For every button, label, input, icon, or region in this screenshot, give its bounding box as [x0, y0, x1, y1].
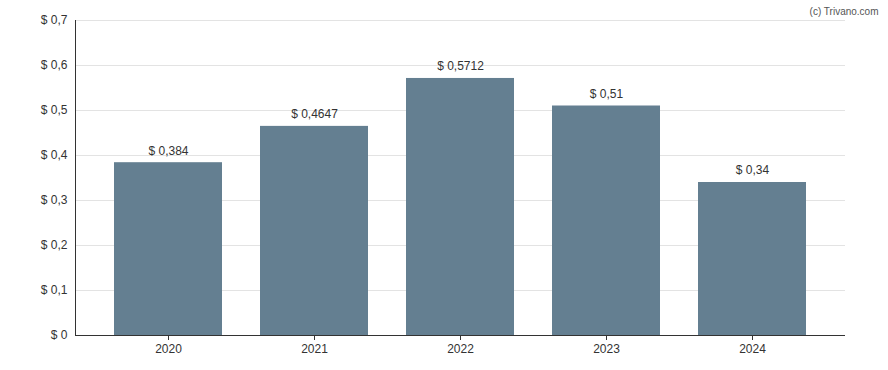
svg-text:2024: 2024	[739, 342, 766, 356]
svg-text:$ 0,5: $ 0,5	[41, 103, 68, 117]
svg-text:$ 0,1: $ 0,1	[41, 283, 68, 297]
svg-text:$ 0,34: $ 0,34	[736, 163, 770, 177]
svg-text:$ 0,4647: $ 0,4647	[291, 107, 338, 121]
svg-text:$ 0: $ 0	[51, 328, 68, 342]
svg-text:2023: 2023	[593, 342, 620, 356]
svg-text:2022: 2022	[447, 342, 474, 356]
svg-text:$ 0,7: $ 0,7	[41, 13, 68, 27]
svg-text:$ 0,4: $ 0,4	[41, 148, 68, 162]
svg-text:$ 0,51: $ 0,51	[590, 87, 624, 101]
svg-text:(c) Trivano.com: (c) Trivano.com	[810, 6, 879, 17]
svg-text:$ 0,2: $ 0,2	[41, 238, 68, 252]
svg-text:$ 0,6: $ 0,6	[41, 58, 68, 72]
svg-text:$ 0,3: $ 0,3	[41, 193, 68, 207]
svg-text:$ 0,384: $ 0,384	[148, 144, 188, 158]
svg-text:2021: 2021	[301, 342, 328, 356]
svg-text:$ 0,5712: $ 0,5712	[437, 59, 484, 73]
svg-text:2020: 2020	[155, 342, 182, 356]
